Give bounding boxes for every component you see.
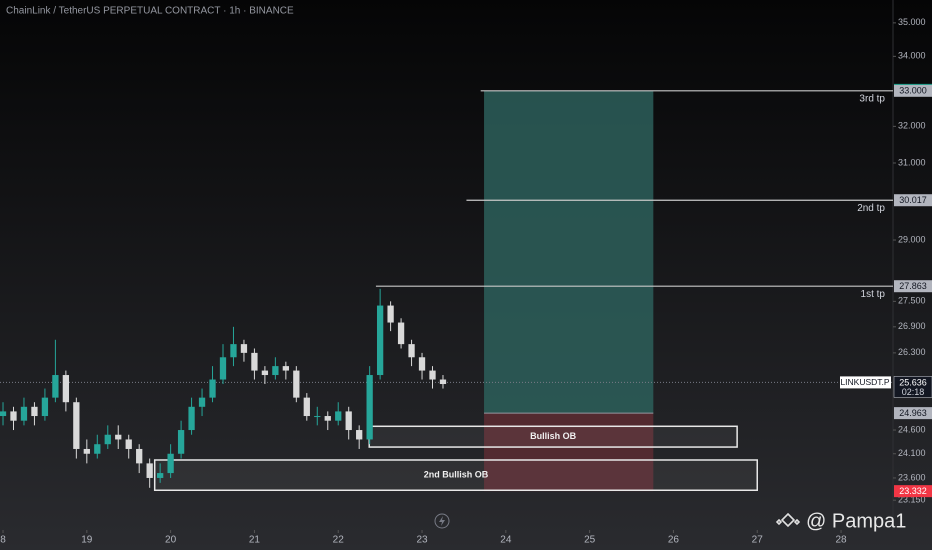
x-tick-label: 23 [416,535,428,546]
watermark: @ Pampa1 [806,510,906,532]
candle-body [335,411,342,421]
countdown: 02:18 [902,387,925,397]
candle-body [418,357,426,371]
y-tick-label: 29.000 [898,234,926,244]
price-marker [894,485,932,498]
price-marker-label: 33.000 [899,86,927,96]
candle-body [73,402,80,449]
y-tick-label: 35.000 [898,17,926,27]
candle-body [219,357,227,380]
y-tick-label: 26.300 [898,347,926,357]
price-marker [894,194,932,207]
candle-body [376,305,384,376]
candle-body [261,370,269,376]
candle-body [429,370,436,380]
replay-icon [434,513,450,529]
tp-label: 2nd tp [857,203,885,214]
price-marker-label: 30.017 [899,195,927,205]
price-marker [894,280,932,293]
candle-body [314,416,321,418]
order-block [153,459,758,492]
candle-body [345,411,352,431]
target-area [484,90,654,414]
candle-body [177,430,185,454]
candle-body [230,344,237,358]
candle-body [251,352,258,371]
candle-body [104,434,111,445]
candle-body [115,434,122,440]
candle-body [157,473,164,478]
x-tick-label: 19 [81,535,93,546]
chart-title: ChainLink / TetherUS PERPETUAL CONTRACT … [6,6,294,17]
candle-body [31,406,38,417]
candle-body [439,379,447,385]
order-block-label: Bullish OB [530,431,577,441]
candle-body [136,448,143,464]
price-marker [894,84,932,97]
price-marker-label: 27.863 [899,281,927,291]
tp-label: 3rd tp [859,93,885,104]
y-tick-label: 23.600 [898,472,926,482]
candle-body [272,366,279,376]
last-price-box [893,376,932,398]
candle-body [397,322,405,345]
candle-body [240,344,248,353]
x-tick-label: 26 [668,535,680,546]
candle-body [303,397,310,417]
y-tick-label: 23.150 [898,495,926,505]
binance-logo [775,512,801,528]
y-tick-label: 24.100 [898,448,926,458]
candle-body [198,397,206,407]
candle-body [324,416,331,421]
candle-body [356,430,363,440]
plot-area: 35.000 34.000 32.000 31.000 29.000 27.500 26.9… [0,17,932,546]
symbol-label: LINKUSDT.P [840,377,889,387]
candle-body [167,453,174,474]
candle-body [282,366,289,371]
candle-body [188,406,195,431]
candle-body [83,448,90,454]
order-block-label: 2nd Bullish OB [424,469,489,479]
price-marker-label: 24.963 [899,408,927,418]
candle-body [366,375,373,440]
x-tick-label: 22 [333,535,345,546]
symbol-box [840,376,891,389]
y-tick-label: 31.000 [898,157,926,167]
candle-body [20,406,28,421]
tp-label: 1st tp [861,289,886,300]
candle-body [293,370,300,398]
candle-body [94,444,101,454]
y-tick-label: 26.900 [898,321,926,331]
candle-body [146,463,153,478]
last-price-label: 25.636 [899,377,927,387]
y-tick-label: 34.000 [898,51,926,61]
price-marker-label: 23.332 [899,486,927,496]
x-tick-label: 21 [249,535,261,546]
candle-body [408,344,415,358]
candle-body [209,379,216,398]
x-tick-label: 20 [165,535,177,546]
candle-body [10,411,17,421]
x-tick-label: 28 [835,535,847,546]
candle-body [125,439,132,449]
candle-body [387,305,394,323]
y-tick-label: 27.500 [898,296,926,306]
x-tick-label: 27 [752,535,764,546]
x-tick-label: 8 [0,535,6,546]
price-marker [894,407,932,420]
candle-body [41,397,49,417]
x-tick-label: 24 [500,535,512,546]
y-tick-label: 24.600 [898,424,926,434]
candle-body [62,375,70,403]
candle-body [0,411,7,417]
y-tick-label: 32.000 [898,121,926,131]
x-tick-label: 25 [584,535,596,546]
candle-body [52,375,59,398]
